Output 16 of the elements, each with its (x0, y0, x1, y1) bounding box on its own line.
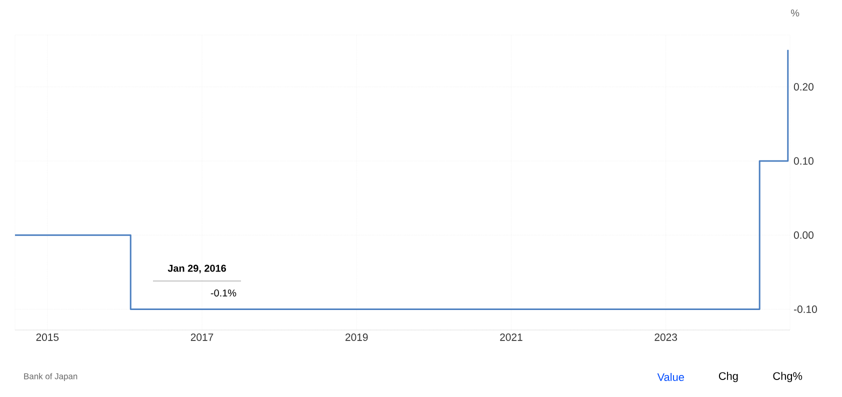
text: Bank of Japan (24, 373, 78, 381)
x-tick-label: 2021 (500, 334, 522, 341)
y-tick-label: 0.10 (794, 157, 814, 165)
x-tick-label: 2019 (346, 334, 368, 341)
x-tick-label: 2023 (654, 334, 677, 341)
y-axis-title: % (790, 10, 800, 16)
y-tick-label: 0.20 (794, 83, 814, 91)
text: Chg (718, 372, 738, 382)
annotation: Jan 29, 2016 (168, 264, 226, 274)
y-tick-label: 0.00 (794, 231, 814, 239)
x-tick-label: 2017 (190, 334, 214, 341)
x-tick-label: 2015 (36, 334, 59, 341)
text: Chg% (773, 372, 802, 382)
text: Value (657, 372, 684, 382)
y-tick-label: -0.10 (794, 306, 817, 313)
annotation: -0.1% (210, 289, 236, 297)
